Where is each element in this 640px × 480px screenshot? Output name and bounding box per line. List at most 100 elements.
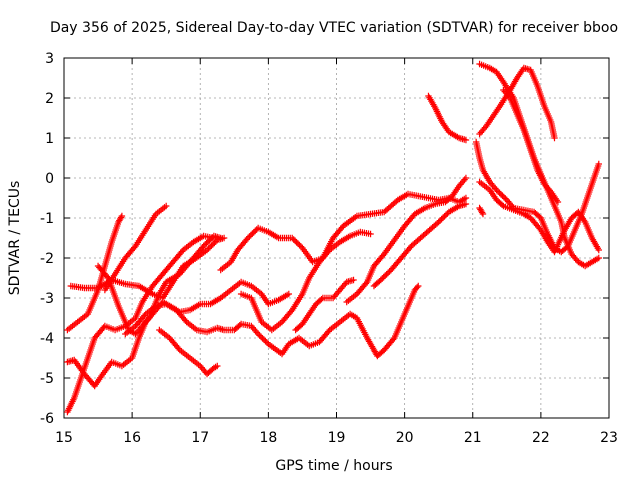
data-point xyxy=(259,335,266,342)
series-arc18 xyxy=(472,138,602,256)
x-tick-label: 23 xyxy=(600,430,618,446)
data-point xyxy=(199,244,206,251)
data-point xyxy=(203,239,210,247)
y-tick-label: -4 xyxy=(40,331,54,347)
data-point xyxy=(441,213,448,220)
series-arc17 xyxy=(476,64,558,142)
data-point xyxy=(254,330,262,338)
data-point xyxy=(117,214,125,221)
data-point xyxy=(297,243,305,250)
data-point xyxy=(325,248,332,255)
data-point xyxy=(496,189,503,197)
series-arc9 xyxy=(217,190,470,274)
data-point xyxy=(162,202,170,210)
data-point xyxy=(141,312,148,319)
data-point xyxy=(103,273,111,280)
data-point xyxy=(462,194,470,202)
data-point xyxy=(438,215,445,223)
data-point xyxy=(294,240,302,247)
data-point xyxy=(257,333,265,341)
data-point xyxy=(205,245,212,252)
series-arc12 xyxy=(343,174,470,306)
data-point xyxy=(479,210,487,218)
data-point xyxy=(203,246,211,254)
data-point xyxy=(211,239,218,247)
data-point xyxy=(289,234,296,242)
y-tick-label: -3 xyxy=(40,291,54,307)
data-point xyxy=(325,328,332,335)
x-tick-label: 16 xyxy=(123,430,141,446)
data-point xyxy=(595,254,602,262)
data-point xyxy=(499,192,506,199)
y-tick-label: 0 xyxy=(45,171,54,187)
y-tick-label: 2 xyxy=(45,91,54,107)
data-point xyxy=(462,136,470,144)
data-point xyxy=(384,269,392,277)
data-point xyxy=(262,337,269,345)
data-point xyxy=(252,227,259,235)
series-arc19 xyxy=(476,178,602,256)
data-point xyxy=(249,230,256,237)
data-point xyxy=(500,193,508,201)
series-arc5 xyxy=(94,232,224,338)
data-point xyxy=(393,198,400,205)
x-tick-label: 17 xyxy=(191,430,209,446)
data-point xyxy=(253,226,260,233)
x-axis-label: GPS time / hours xyxy=(275,458,392,474)
data-point xyxy=(498,201,506,208)
data-point xyxy=(383,271,390,278)
y-tick-label: -1 xyxy=(40,211,54,227)
data-point xyxy=(246,233,253,240)
data-point xyxy=(462,200,470,208)
data-point xyxy=(442,211,450,219)
series-arc10 xyxy=(237,228,374,334)
data-point xyxy=(595,160,602,168)
data-point xyxy=(293,239,300,246)
data-point xyxy=(201,241,209,248)
data-point xyxy=(389,336,397,343)
x-tick-label: 15 xyxy=(55,430,73,446)
data-point xyxy=(406,244,414,251)
data-point xyxy=(236,322,243,329)
series-arc13 xyxy=(370,200,470,290)
data-point xyxy=(367,230,374,238)
data-point xyxy=(291,237,299,245)
data-point xyxy=(350,276,357,284)
data-point xyxy=(290,236,297,243)
data-point xyxy=(362,280,370,287)
y-tick-label: -5 xyxy=(40,371,54,387)
data-point xyxy=(204,238,212,245)
data-point xyxy=(285,290,293,298)
data-point xyxy=(439,214,447,221)
data-point xyxy=(379,252,387,259)
data-point xyxy=(493,186,500,194)
data-point xyxy=(377,276,384,284)
data-point xyxy=(415,282,422,290)
data-point xyxy=(536,225,543,232)
data-point xyxy=(256,332,263,339)
data-point xyxy=(200,242,207,250)
data-point xyxy=(554,198,562,206)
data-point xyxy=(551,134,558,142)
data-point xyxy=(208,242,215,249)
data-point xyxy=(494,188,502,195)
data-point xyxy=(131,244,138,251)
data-point xyxy=(318,296,325,303)
y-tick-label: 3 xyxy=(45,51,54,67)
series-arc6 xyxy=(101,202,170,294)
series-arc7 xyxy=(122,282,422,360)
data-point xyxy=(260,336,268,343)
data-point xyxy=(287,308,295,315)
data-point xyxy=(296,241,303,249)
series-arc15 xyxy=(476,204,487,218)
data-point xyxy=(381,272,389,279)
x-tick-label: 19 xyxy=(328,430,346,446)
data-point xyxy=(413,284,421,291)
series-arc3 xyxy=(64,212,126,334)
series-arc14 xyxy=(425,92,470,144)
y-axis-label: SDTVAR / TECUs xyxy=(7,181,23,296)
data-point xyxy=(175,345,182,352)
data-point xyxy=(243,236,250,243)
data-point xyxy=(206,237,213,244)
